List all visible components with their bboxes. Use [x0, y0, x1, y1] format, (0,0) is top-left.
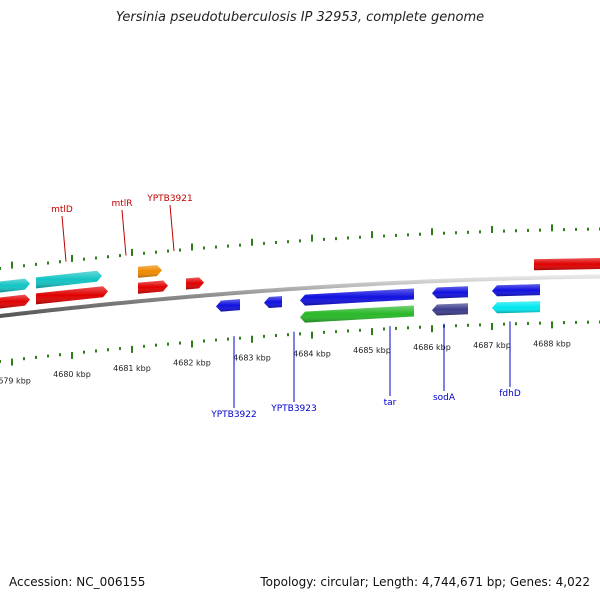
gene-highlight	[0, 294, 30, 309]
gene-highlight	[186, 277, 204, 290]
tick-label: 4686 kbp	[413, 343, 451, 352]
tick-label: 4688 kbp	[533, 339, 571, 348]
gene-label-yptb3923: YPTB3923	[270, 404, 317, 414]
tick-label: 4683 kbp	[233, 354, 271, 363]
gene-features	[0, 258, 600, 323]
tick-label: 4680 kbp	[53, 370, 91, 379]
gene-highlight	[216, 299, 240, 312]
gene-highlight	[432, 303, 468, 316]
gene-labels: mtlD mtlR YPTB3921 YPTB3922 YPTB3923 tar sodA f…	[51, 194, 521, 420]
gene-highlight	[432, 286, 468, 299]
tick-label: 4679 kbp	[0, 377, 31, 386]
map-title: Yersinia pseudotuberculosis IP 32953, co…	[115, 10, 485, 25]
tick-label: 4687 kbp	[473, 341, 511, 350]
gene-highlight	[300, 305, 414, 323]
gene-highlight	[36, 270, 102, 289]
gene-label-mtld: mtlD	[51, 205, 73, 215]
gene-label-yptb3921: YPTB3921	[146, 194, 193, 204]
gene-label-soda: sodA	[433, 393, 456, 403]
label-leader	[61, 215, 67, 262]
gene-label-mtlr: mtlR	[111, 199, 132, 209]
tick-labels: 4679 kbp 4680 kbp 4681 kbp 4682 kbp 4683 kbp…	[0, 339, 571, 385]
gene-highlight	[534, 258, 600, 271]
gene-highlight	[492, 284, 540, 297]
tick-label: 4685 kbp	[353, 346, 391, 355]
genome-backbone	[0, 274, 600, 319]
gene-highlight	[264, 296, 282, 308]
gene-highlight	[138, 280, 168, 294]
outer-tick-ring	[0, 224, 600, 270]
inner-tick-ring	[0, 320, 600, 366]
gene-label-fdhd: fdhD	[499, 389, 521, 399]
accession-text: Accession: NC_006155	[9, 575, 146, 589]
label-leader	[169, 204, 175, 252]
gene-label-yptb3922: YPTB3922	[210, 410, 257, 420]
gene-highlight	[492, 301, 540, 314]
tick-label: 4681 kbp	[113, 364, 151, 373]
tick-label: 4682 kbp	[173, 359, 211, 368]
gene-label-tar: tar	[384, 398, 397, 408]
gene-highlight	[0, 278, 30, 293]
gene-highlight	[300, 288, 414, 306]
gene-highlight	[36, 286, 108, 305]
topology-text: Topology: circular; Length: 4,744,671 bp…	[260, 575, 590, 589]
gene-highlight	[138, 265, 162, 278]
label-leader	[121, 209, 127, 256]
tick-label: 4684 kbp	[293, 350, 331, 359]
